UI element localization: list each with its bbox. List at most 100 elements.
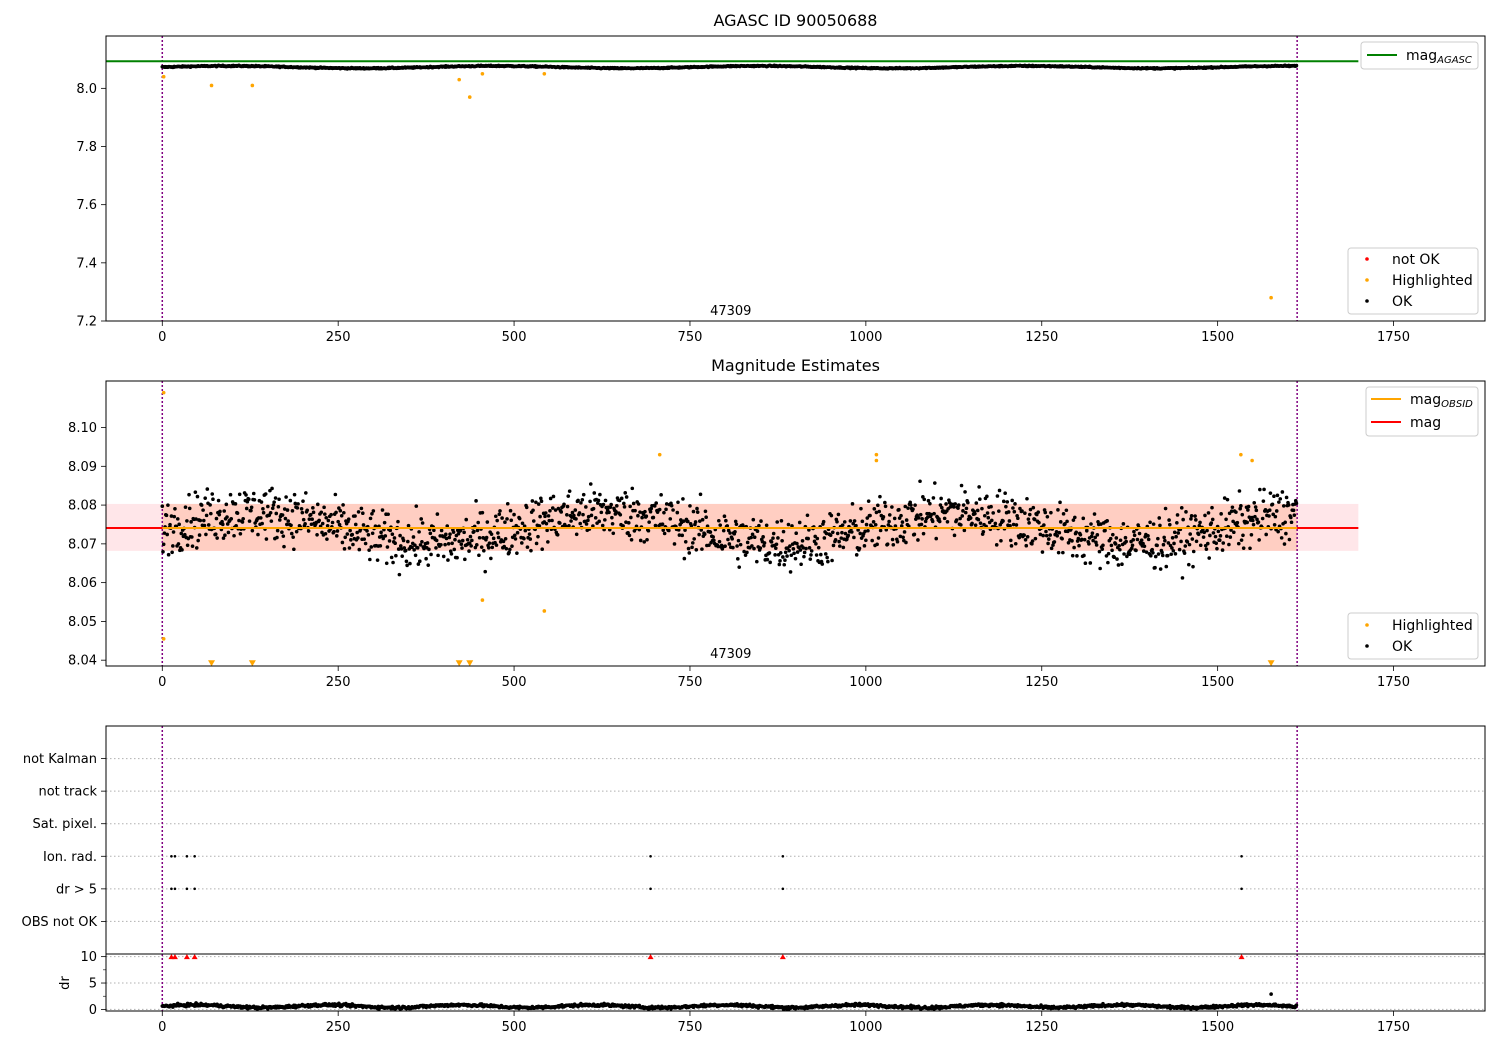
ok-point	[793, 556, 798, 561]
ok-point	[559, 510, 564, 514]
ok-point	[548, 496, 553, 501]
ok-point	[964, 506, 969, 511]
ok-point	[1205, 541, 1210, 546]
ok-point	[891, 542, 896, 547]
y-tick-label: 7.4	[76, 256, 97, 271]
ok-points	[160, 63, 1299, 71]
ok-point	[657, 507, 662, 512]
ok-point	[362, 537, 367, 541]
ok-point	[1220, 548, 1225, 552]
ok-point	[366, 532, 371, 537]
ok-point	[664, 507, 668, 512]
ok-point	[1030, 542, 1034, 546]
ok-point	[752, 546, 756, 551]
ok-point	[912, 532, 917, 537]
ok-point	[576, 498, 580, 503]
ok-point	[1025, 534, 1030, 539]
ok-point	[1175, 513, 1180, 517]
ok-point	[415, 546, 420, 550]
ok-point	[932, 511, 936, 516]
ok-point	[203, 496, 208, 500]
obsid-annotation: 47309	[710, 304, 751, 319]
ok-point	[814, 542, 818, 546]
ok-point	[1074, 530, 1079, 535]
ok-point	[999, 538, 1003, 543]
ok-point	[459, 542, 464, 547]
ok-point	[285, 508, 290, 512]
ok-point	[1230, 505, 1235, 510]
ok-point	[295, 506, 300, 510]
ok-point	[249, 505, 254, 510]
ok-point	[487, 541, 492, 545]
x-tick-label: 1250	[1025, 330, 1058, 345]
ok-point	[852, 535, 856, 540]
ok-point	[1013, 502, 1017, 506]
ok-point	[183, 532, 187, 537]
ok-point	[1205, 528, 1209, 533]
ok-point	[509, 518, 514, 523]
ok-point	[175, 517, 180, 521]
ok-point	[1098, 566, 1102, 571]
ok-point	[1104, 554, 1109, 558]
ok-point	[925, 515, 930, 519]
legend-marker	[1365, 623, 1369, 627]
ok-point	[1023, 537, 1028, 542]
ok-point	[1239, 538, 1244, 542]
ok-point	[829, 513, 834, 518]
ok-point	[367, 548, 371, 552]
ok-point	[195, 494, 200, 499]
ok-point	[428, 531, 433, 536]
ok-point	[232, 533, 236, 538]
ok-point	[598, 492, 602, 497]
ok-point	[401, 538, 406, 543]
ok-point	[1294, 501, 1299, 506]
ok-point	[187, 506, 192, 511]
ok-point	[226, 530, 231, 535]
ok-point	[210, 492, 215, 496]
ok-point	[247, 519, 252, 523]
ok-point	[636, 513, 640, 518]
ok-point	[544, 521, 549, 526]
ok-point	[850, 502, 855, 506]
ok-point	[1032, 517, 1037, 522]
ok-point	[370, 511, 374, 516]
ok-point	[1286, 503, 1291, 507]
ok-point	[683, 528, 687, 532]
ok-point	[166, 503, 170, 507]
ok-point	[340, 540, 345, 545]
legend-marker	[1365, 257, 1369, 261]
ok-point	[1166, 541, 1171, 545]
ok-point	[930, 519, 935, 524]
ok-point	[572, 513, 576, 518]
ok-point	[301, 517, 306, 522]
clipped-marker	[208, 660, 216, 666]
ok-point	[189, 520, 193, 524]
ok-point	[317, 518, 321, 523]
ok-point	[476, 520, 480, 525]
ok-point	[1236, 541, 1241, 546]
ok-point	[901, 535, 905, 540]
ok-point	[922, 497, 927, 502]
ok-point	[646, 528, 651, 533]
ok-point	[496, 531, 500, 535]
ok-point	[329, 512, 333, 517]
ok-point	[1118, 547, 1122, 552]
ok-point	[1235, 520, 1240, 525]
ok-point	[928, 501, 932, 506]
ok-point	[277, 518, 282, 522]
ok-point	[453, 537, 457, 542]
ok-point	[337, 506, 341, 510]
ok-point	[611, 531, 616, 536]
ok-point	[1132, 529, 1136, 534]
ok-point	[761, 535, 765, 539]
ok-point	[161, 549, 165, 554]
ok-point	[995, 494, 1000, 498]
ok-point	[787, 548, 791, 553]
ok-point	[359, 506, 364, 511]
ok-point	[875, 542, 879, 547]
flag-label: not Kalman	[23, 752, 97, 767]
ok-point	[911, 507, 915, 511]
ok-point	[1146, 534, 1150, 538]
ok-point	[854, 553, 859, 557]
ok-point	[565, 504, 570, 509]
